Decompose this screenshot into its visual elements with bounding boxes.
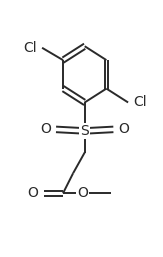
Text: S: S: [80, 124, 89, 138]
Text: O: O: [77, 186, 88, 200]
Text: Cl: Cl: [133, 95, 147, 109]
Text: Cl: Cl: [23, 41, 37, 55]
Text: O: O: [119, 122, 129, 136]
Text: O: O: [40, 122, 51, 136]
Text: O: O: [28, 186, 39, 200]
